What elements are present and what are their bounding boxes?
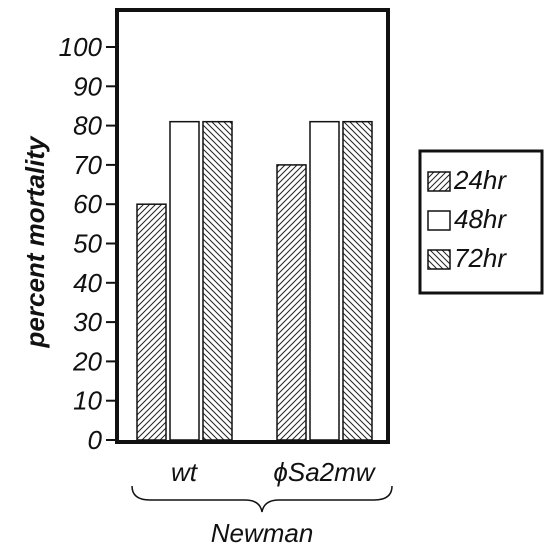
- y-tick-label: 40: [73, 268, 102, 298]
- bars: [136, 120, 373, 441]
- y-tick-label: 10: [73, 386, 102, 416]
- y-tick-label: 90: [73, 71, 102, 101]
- y-tick-label: 20: [72, 346, 102, 376]
- bar-72hr-0: [202, 120, 233, 441]
- legend-label: 24hr: [453, 165, 507, 195]
- bar-24hr-1: [276, 164, 307, 441]
- bar-24hr-0: [136, 203, 167, 441]
- group-label: Newman: [211, 518, 314, 548]
- plot-frame: [115, 8, 390, 444]
- group-brace: [131, 485, 393, 513]
- legend: 24hr 48hr 72hr: [427, 165, 507, 273]
- bar-72hr-1: [342, 120, 373, 441]
- legend-label: 48hr: [454, 204, 507, 234]
- legend-swatch: [427, 249, 451, 270]
- y-axis-title: percent mortality: [20, 135, 50, 348]
- category-labels: wt ϕSa2mw: [171, 457, 377, 487]
- y-tick-label: 60: [73, 189, 102, 219]
- y-tick-label: 0: [88, 425, 103, 455]
- y-axis-ticks: 0 10 20 30 40 50 60 70 80 90 100: [59, 32, 119, 455]
- legend-swatch: [427, 210, 451, 231]
- category-label: wt: [171, 457, 199, 487]
- y-tick-label: 50: [73, 229, 102, 259]
- category-label: ϕSa2mw: [273, 457, 376, 487]
- bar-48hr-0: [169, 120, 200, 441]
- legend-label: 72hr: [454, 243, 507, 273]
- y-tick-label: 70: [73, 150, 102, 180]
- legend-swatch: [427, 171, 451, 192]
- y-tick-label: 80: [73, 111, 102, 141]
- y-tick-label: 100: [59, 32, 103, 62]
- bar-48hr-1: [309, 120, 340, 441]
- y-tick-label: 30: [73, 307, 102, 337]
